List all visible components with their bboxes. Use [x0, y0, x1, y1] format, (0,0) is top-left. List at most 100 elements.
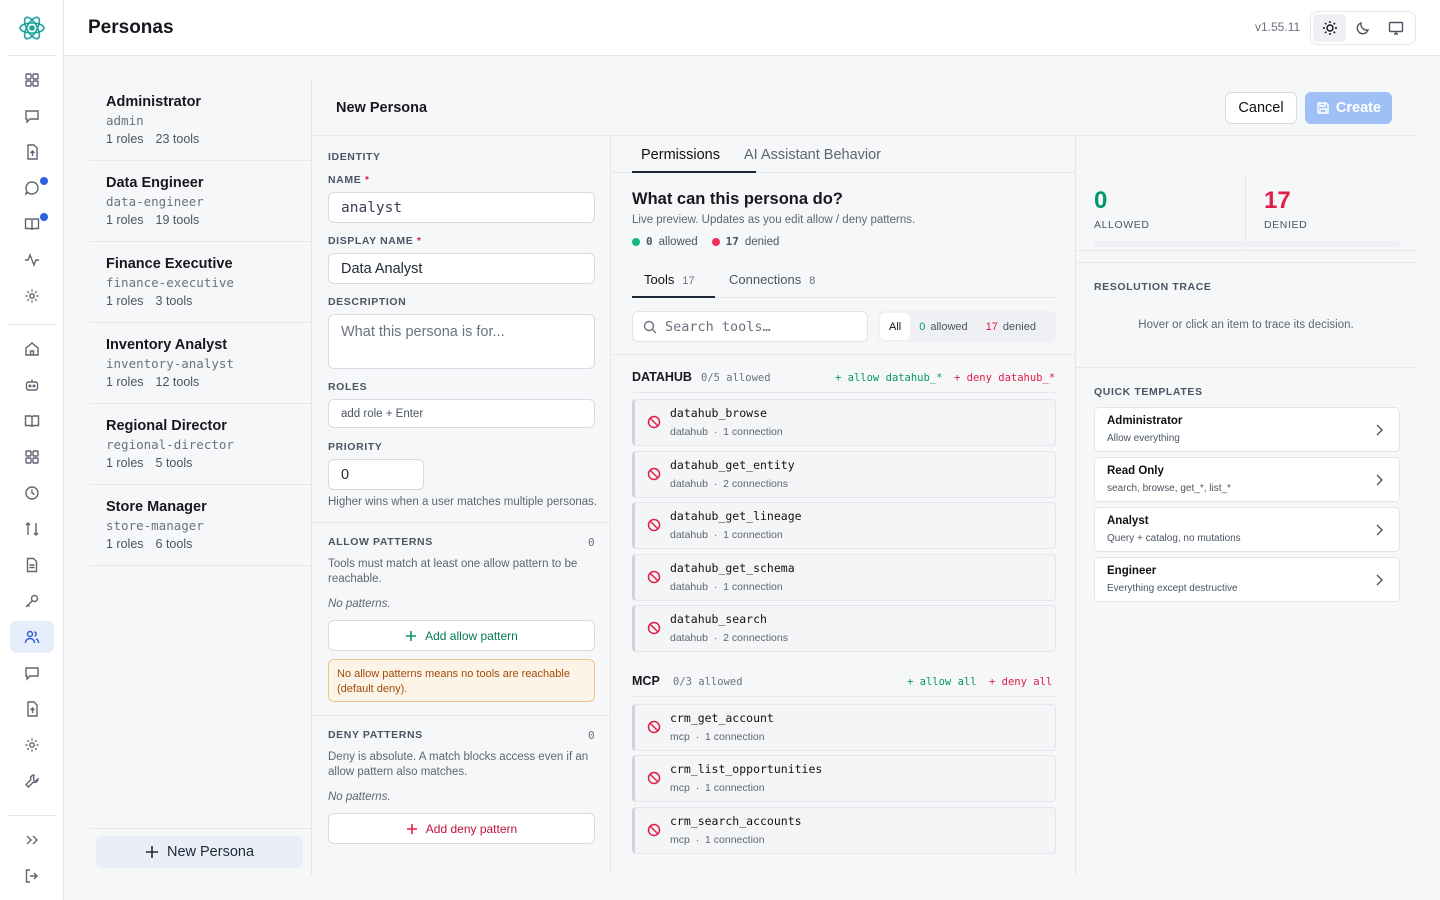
gear-icon[interactable] — [10, 280, 54, 312]
persona-item[interactable]: Inventory Analyst inventory-analyst 1 ro… — [90, 323, 312, 404]
name-input[interactable]: analyst — [328, 192, 595, 223]
allow-count: 0 — [588, 536, 595, 549]
document-icon[interactable] — [10, 549, 54, 581]
tool-item[interactable]: datahub_search datahub · 2 connections — [632, 605, 1056, 652]
stats-panel: 0 ALLOWED 17 DENIED RESOLUTION TRACE Hov… — [1076, 136, 1416, 875]
tool-meta: datahub · 1 connection — [670, 529, 783, 541]
bot-icon[interactable] — [10, 369, 54, 401]
chevron-right-icon — [1376, 424, 1383, 436]
tab-ai-assistant-behavior[interactable]: AI Assistant Behavior — [744, 147, 882, 163]
deny-datahub-button[interactable]: + deny datahub_* — [954, 372, 1056, 384]
subtab-connections[interactable]: Connections 8 — [729, 272, 816, 287]
search-tools-input[interactable]: Search tools… — [632, 311, 868, 342]
cancel-button[interactable]: Cancel — [1225, 92, 1297, 124]
tool-item[interactable]: datahub_browse datahub · 1 connection — [632, 399, 1056, 446]
persona-slug: finance-executive — [106, 275, 234, 290]
tool-item[interactable]: crm_list_opportunities mcp · 1 connectio… — [632, 755, 1056, 802]
persona-tools: 3 tools — [155, 294, 193, 308]
identity-panel: IDENTITY NAME * analyst DISPLAY NAME * D… — [312, 136, 611, 875]
persona-roles: 1 roles — [106, 132, 144, 146]
sun-icon[interactable] — [1313, 14, 1347, 42]
group-name: DATAHUB — [632, 370, 692, 384]
allowed-number: 0 — [1094, 187, 1108, 214]
save-icon — [1317, 102, 1329, 114]
editor-title: New Persona — [336, 100, 428, 116]
clock-icon[interactable] — [10, 477, 54, 509]
blocked-icon — [647, 771, 661, 785]
template-administrator[interactable]: Administrator Allow everything — [1094, 407, 1400, 452]
upload-doc-icon[interactable] — [10, 136, 54, 168]
grid-icon[interactable] — [10, 441, 54, 473]
persona-roles: 1 roles — [106, 375, 144, 389]
group-summary: 0/3 allowed — [673, 676, 743, 688]
atom-logo-icon[interactable] — [18, 14, 46, 42]
grid-icon[interactable] — [10, 64, 54, 96]
allow-datahub-button[interactable]: + allow datahub_* — [835, 372, 943, 384]
description-textarea[interactable]: What this persona is for... — [328, 314, 595, 369]
persona-item[interactable]: Finance Executive finance-executive 1 ro… — [90, 242, 312, 323]
priority-input[interactable]: 0 — [328, 459, 424, 490]
resolution-trace-hint: Hover or click an item to trace its deci… — [1138, 319, 1354, 331]
persona-item[interactable]: Administrator admin 1 roles 23 tools — [90, 80, 312, 161]
wrench-icon[interactable] — [10, 765, 54, 797]
template-desc: Everything except destructive — [1107, 583, 1238, 594]
subtab-tools[interactable]: Tools 17 — [644, 272, 695, 287]
persona-item[interactable]: Data Engineer data-engineer 1 roles 19 to… — [90, 161, 312, 242]
persona-name: Store Manager — [106, 499, 207, 515]
tool-name: crm_get_account — [670, 711, 774, 725]
swap-icon[interactable] — [10, 513, 54, 545]
new-persona-button[interactable]: New Persona — [96, 836, 303, 868]
template-engineer[interactable]: Engineer Everything except destructive — [1094, 557, 1400, 602]
tool-name: datahub_search — [670, 612, 767, 626]
denied-word: denied — [744, 235, 780, 248]
persona-item[interactable]: Store Manager store-manager 1 roles 6 too… — [90, 485, 312, 566]
template-analyst[interactable]: Analyst Query + catalog, no mutations — [1094, 507, 1400, 552]
display-name-input[interactable]: Data Analyst — [328, 253, 595, 284]
tab-permissions[interactable]: Permissions — [641, 147, 720, 163]
tool-item[interactable]: datahub_get_entity datahub · 2 connectio… — [632, 451, 1056, 498]
tool-group-mcp: MCP 0/3 allowed + allow all + deny all — [632, 674, 1056, 696]
tool-item[interactable]: crm_get_account mcp · 1 connection — [632, 704, 1056, 751]
doc-plus-icon[interactable] — [10, 693, 54, 725]
tool-item[interactable]: crm_search_accounts mcp · 1 connection — [632, 807, 1056, 854]
version-label: v1.55.11 — [1255, 20, 1301, 34]
persona-slug: inventory-analyst — [106, 356, 234, 371]
blocked-icon — [647, 823, 661, 837]
tool-item[interactable]: datahub_get_schema datahub · 1 connectio… — [632, 554, 1056, 601]
deny-all-button[interactable]: + deny all — [989, 676, 1053, 688]
denied-count: 17 — [725, 235, 739, 248]
book-icon[interactable] — [10, 405, 54, 437]
users-icon[interactable] — [10, 621, 54, 653]
book-dot-icon[interactable] — [10, 208, 54, 240]
persona-tools: 19 tools — [155, 213, 200, 227]
add-deny-pattern-button[interactable]: Add deny pattern — [328, 813, 595, 844]
message-icon[interactable] — [10, 657, 54, 689]
add-allow-pattern-button[interactable]: Add allow pattern — [328, 620, 595, 651]
settings-icon[interactable] — [10, 729, 54, 761]
persona-name: Inventory Analyst — [106, 337, 228, 353]
monitor-icon[interactable] — [1380, 14, 1413, 42]
chat-icon[interactable] — [10, 100, 54, 132]
tool-name: datahub_browse — [670, 406, 767, 420]
moon-icon[interactable] — [1346, 14, 1379, 42]
home-icon[interactable] — [10, 333, 54, 365]
allow-all-button[interactable]: + allow all — [907, 676, 977, 688]
resolution-trace-heading: RESOLUTION TRACE — [1094, 281, 1212, 293]
chat-dot-icon[interactable] — [10, 172, 54, 204]
filter-denied[interactable]: 17 denied — [985, 320, 1036, 333]
roles-input[interactable]: add role + Enter — [328, 399, 595, 428]
persona-item[interactable]: Regional Director regional-director 1 ro… — [90, 404, 312, 485]
allow-warning: No allow patterns means no tools are rea… — [328, 659, 595, 702]
expand-icon[interactable] — [10, 824, 54, 856]
filter-allowed[interactable]: 0 allowed — [919, 320, 968, 333]
allow-hint: Tools must match at least one allow patt… — [328, 558, 578, 585]
activity-icon[interactable] — [10, 244, 54, 276]
tab-bar: Permissions AI Assistant Behavior — [612, 136, 1076, 173]
template-title: Read Only — [1107, 465, 1164, 477]
create-button[interactable]: Create — [1305, 92, 1392, 124]
logout-icon[interactable] — [10, 860, 54, 892]
template-read-only[interactable]: Read Only search, browse, get_*, list_* — [1094, 457, 1400, 502]
filter-all[interactable]: All — [880, 313, 911, 340]
key-icon[interactable] — [10, 585, 54, 617]
tool-item[interactable]: datahub_get_lineage datahub · 1 connecti… — [632, 502, 1056, 549]
